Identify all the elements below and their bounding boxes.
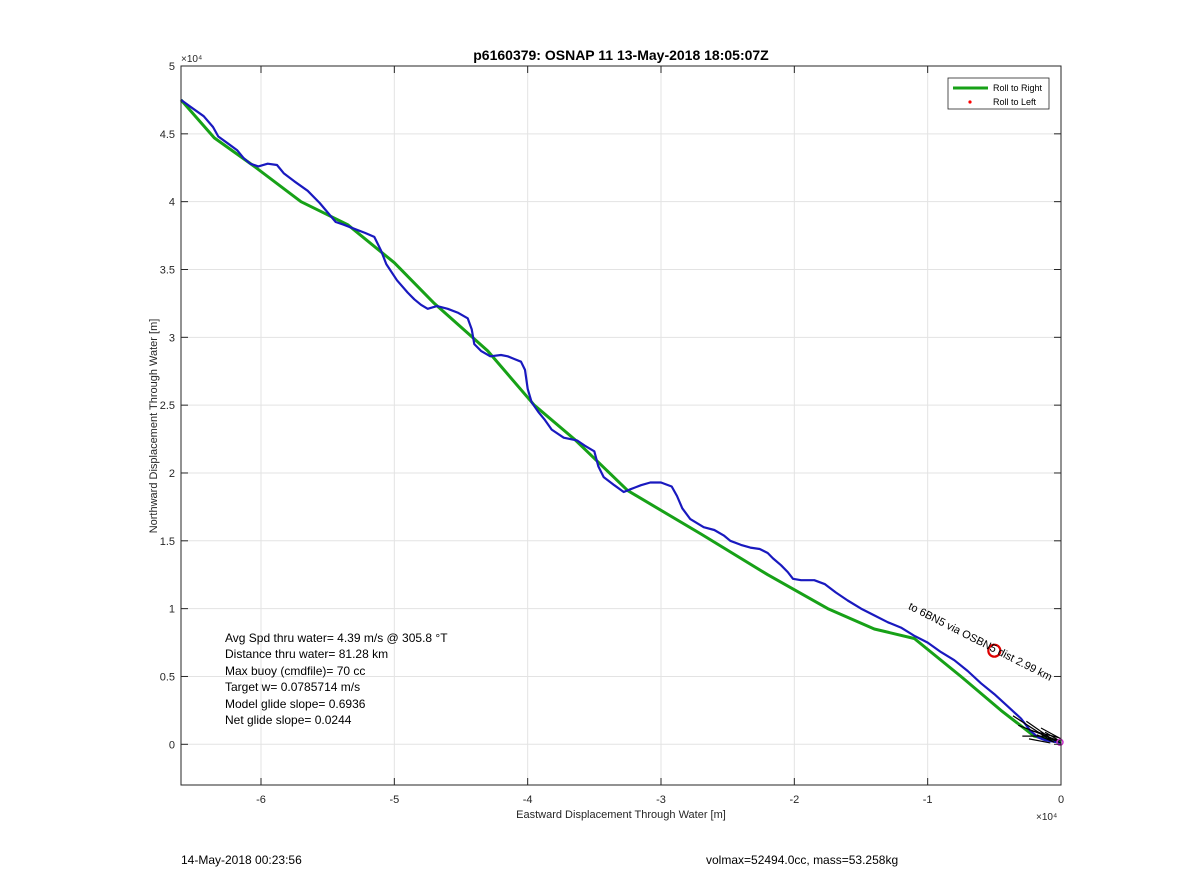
end-position-marker (1056, 738, 1064, 747)
y-tick-label: 5 (169, 61, 175, 73)
legend-box (947, 77, 1050, 110)
series-line-roll-right (179, 98, 1062, 744)
axes-box (180, 65, 1062, 786)
x-axis-label: Eastward Displacement Through Water [m] (516, 809, 726, 821)
stat-net-glide: Net glide slope= 0.0244 (225, 713, 352, 728)
stats-panel: Avg Spd thru water= 4.39 m/s @ 305.8 °T … (225, 630, 448, 728)
footer-timestamp: 14-May-2018 00:23:56 (181, 853, 302, 867)
y-tick-label: 3 (169, 332, 175, 344)
x-tick-label: -5 (389, 794, 399, 806)
y-ticks: 0 0.5 1 1.5 2 2.5 3 3.5 4 4.5 5 (160, 61, 1061, 751)
y-axis-label: Northward Displacement Through Water [m] (148, 319, 160, 534)
stat-distance: Distance thru water= 81.28 km (225, 647, 389, 662)
surface-marker-segment (1012, 715, 1054, 743)
surface-marker-segment (1031, 730, 1059, 739)
surface-marker-segment (1047, 736, 1062, 744)
footer-vehicle-info: volmax=52494.0cc, mass=53.258kg (706, 853, 899, 867)
stat-model-glide: Model glide slope= 0.6936 (225, 696, 366, 711)
x-tick-label: 0 (1058, 794, 1064, 806)
glider-track-line (180, 99, 1062, 744)
x-exponent-label: ×10⁴ (1036, 812, 1057, 823)
stat-max-buoy: Max buoy (cmdfile)= 70 cc (225, 663, 366, 678)
stat-avg-speed: Avg Spd thru water= 4.39 m/s @ 305.8 °T (225, 631, 448, 645)
x-tick-label: -1 (923, 794, 933, 806)
y-tick-label: 0.5 (160, 671, 175, 683)
target-circle-marker (987, 643, 1002, 658)
y-tick-label: 1 (169, 604, 175, 616)
surface-marker-segment (1040, 727, 1062, 740)
y-exponent-label: ×10⁴ (181, 54, 202, 65)
y-tick-label: 3.5 (160, 264, 175, 276)
y-tick-label: 2.5 (160, 400, 175, 412)
y-tick-label: 4.5 (160, 129, 175, 141)
surface-marker-segment (1044, 731, 1060, 742)
x-ticks: -6 -5 -4 -3 -2 -1 0 (256, 66, 1064, 806)
x-tick-label: -3 (656, 794, 666, 806)
legend-label-roll-left: Roll to Left (993, 97, 1037, 107)
y-tick-label: 0 (169, 739, 175, 751)
stat-target-w: Target w= 0.0785714 m/s (225, 680, 361, 695)
surface-marker-segment (1028, 738, 1051, 744)
x-tick-label: -6 (256, 794, 266, 806)
legend: Roll to Right Roll to Left (947, 77, 1050, 110)
x-tick-label: -2 (789, 794, 799, 806)
x-tick-label: -4 (523, 794, 533, 806)
legend-swatch-roll-left (968, 100, 972, 104)
y-tick-label: 4 (169, 197, 175, 209)
y-tick-label: 2 (169, 468, 175, 480)
y-tick-label: 1.5 (160, 536, 175, 548)
legend-label-roll-right: Roll to Right (993, 83, 1043, 93)
chart-title: p6160379: OSNAP 11 13-May-2018 18:05:07Z (473, 47, 769, 63)
